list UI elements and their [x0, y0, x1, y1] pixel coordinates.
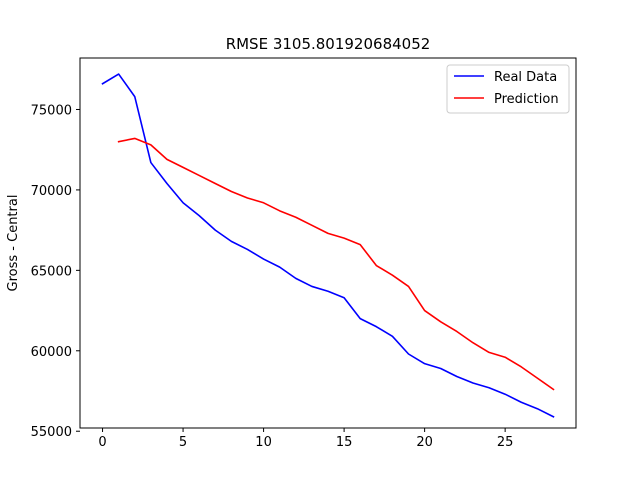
y-axis-label: Gross - Central: [6, 195, 21, 292]
plot-frame: [79, 57, 577, 429]
y-tick-label: 75000: [31, 103, 72, 118]
x-tick-label: 10: [255, 435, 272, 450]
legend: Real Data Prediction: [446, 64, 570, 114]
y-tick-label: 55000: [31, 425, 72, 440]
x-tick-label: 5: [179, 435, 187, 450]
x-tick-label: 20: [416, 435, 433, 450]
x-tick-label: 0: [98, 435, 106, 450]
legend-label-real-data: Real Data: [494, 70, 557, 85]
x-tick-label: 25: [497, 435, 514, 450]
y-tick-label: 65000: [31, 264, 72, 279]
legend-label-prediction: Prediction: [494, 92, 559, 107]
x-tick-label: 15: [336, 435, 353, 450]
y-tick-label: 70000: [31, 184, 72, 199]
y-tick-label: 60000: [31, 345, 72, 360]
series-layer: [101, 73, 555, 418]
x-axis-ticks: 0 5 10 15 20 25: [98, 428, 513, 450]
legend-box: [446, 64, 570, 114]
series-line-prediction: [117, 137, 555, 391]
y-axis-ticks: 55000 60000 65000 70000 75000: [31, 103, 80, 440]
series-line-real-data: [101, 73, 555, 418]
chart-title: RMSE 3105.801920684052: [226, 35, 431, 53]
